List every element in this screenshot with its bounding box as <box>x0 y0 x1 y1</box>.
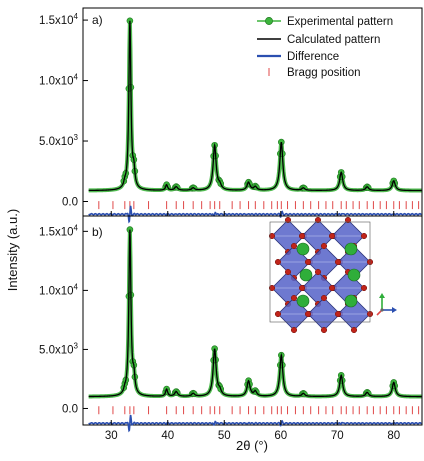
x-tick-label: 40 <box>161 430 174 442</box>
oxygen-atom <box>290 242 298 250</box>
a-site-atom <box>347 268 361 282</box>
panel-a-label: a) <box>92 13 103 27</box>
legend-difference: Difference <box>257 51 339 63</box>
oxygen-atom <box>304 310 312 318</box>
oxygen-atom <box>344 216 352 224</box>
oxygen-atom <box>274 258 282 266</box>
x-tick-label: 70 <box>331 430 344 442</box>
oxygen-atom <box>334 310 342 318</box>
legend: Experimental pattern Calculated pattern … <box>257 16 393 79</box>
difference-line <box>88 414 422 433</box>
unit-cell <box>268 216 374 334</box>
oxygen-atom <box>320 326 328 334</box>
legend-bragg-label: Bragg position <box>287 67 361 79</box>
panel-a-calculated <box>88 20 422 192</box>
oxygen-atom <box>360 232 368 240</box>
y-tick-label: 0.0 <box>62 196 78 208</box>
oxygen-atom <box>328 232 336 240</box>
a-site-atom <box>296 294 310 308</box>
legend-experimental-label: Experimental pattern <box>287 16 393 28</box>
y-tick-label: 5.0x103 <box>39 133 79 148</box>
oxygen-atom <box>298 284 306 292</box>
oxygen-atom <box>314 268 322 276</box>
oxygen-atom <box>290 326 298 334</box>
x-axis-label: 2θ (°) <box>236 438 268 453</box>
legend-calculated: Calculated pattern <box>257 34 380 46</box>
x-tick-label: 80 <box>387 430 400 442</box>
crystal-structure-inset <box>268 216 397 334</box>
oxygen-atom <box>320 242 328 250</box>
y-tick-label: 0.0 <box>62 403 78 415</box>
oxygen-atom <box>314 216 322 224</box>
panel-a: a) 0.0 5.0x103 1.0x104 1.5x104 Experimental… <box>39 7 423 224</box>
oxygen-atom <box>328 284 336 292</box>
y-tick-label: 5.0x103 <box>39 341 79 356</box>
panel-b: b) 0.0 5.0x103 1.0x104 1.5x104 30 40 50 60 70 80 <box>39 215 423 442</box>
y-tick-label: 1.0x104 <box>39 282 79 297</box>
panel-b-label: b) <box>92 225 103 239</box>
oxygen-atom <box>284 216 292 224</box>
oxygen-atom <box>360 284 368 292</box>
panel-a-difference <box>88 205 422 224</box>
a-site-atom <box>299 268 313 282</box>
panel-b-x-ticks: 30 40 50 60 70 80 <box>105 420 400 442</box>
panel-a-bragg-ticks <box>98 201 420 210</box>
oxygen-atom <box>350 326 358 334</box>
panel-b-calculated <box>88 229 422 398</box>
y-tick-label: 1.0x104 <box>39 73 79 88</box>
y-tick-label: 1.5x104 <box>39 12 79 27</box>
x-tick-label: 50 <box>218 430 231 442</box>
a-site-atom <box>296 242 310 256</box>
axis-triad-icon <box>376 293 397 316</box>
oxygen-atom <box>304 258 312 266</box>
panel-a-y-ticks: 0.0 5.0x103 1.0x104 1.5x104 <box>39 12 88 208</box>
oxygen-atom <box>334 258 342 266</box>
legend-difference-label: Difference <box>287 51 339 63</box>
panel-a-x-ticks <box>110 211 395 216</box>
a-site-atom <box>344 242 358 256</box>
x-tick-label: 60 <box>274 430 287 442</box>
difference-line <box>88 205 422 224</box>
panel-b-y-ticks: 0.0 5.0x103 1.0x104 1.5x104 <box>39 223 88 415</box>
oxygen-atom <box>268 232 276 240</box>
legend-bragg: Bragg position <box>268 67 361 79</box>
oxygen-atom <box>268 284 276 292</box>
calculated-line <box>88 20 422 192</box>
calculated-line <box>88 229 422 398</box>
a-site-atom <box>344 294 358 308</box>
legend-calculated-label: Calculated pattern <box>287 34 380 46</box>
x-tick-label: 30 <box>105 430 118 442</box>
oxygen-atom <box>284 268 292 276</box>
panel-b-bragg-ticks <box>98 406 420 415</box>
unit-cell-outline <box>269 221 371 323</box>
legend-experimental: Experimental pattern <box>257 16 393 28</box>
experimental-band <box>87 18 423 193</box>
y-tick-label: 1.5x104 <box>39 223 79 238</box>
oxygen-atom <box>320 294 328 302</box>
y-axis-label: Intensity (a.u.) <box>5 209 20 291</box>
oxygen-atom <box>298 232 306 240</box>
oxygen-atom <box>290 294 298 302</box>
oxygen-atom <box>274 310 282 318</box>
panel-b-difference <box>88 414 422 433</box>
